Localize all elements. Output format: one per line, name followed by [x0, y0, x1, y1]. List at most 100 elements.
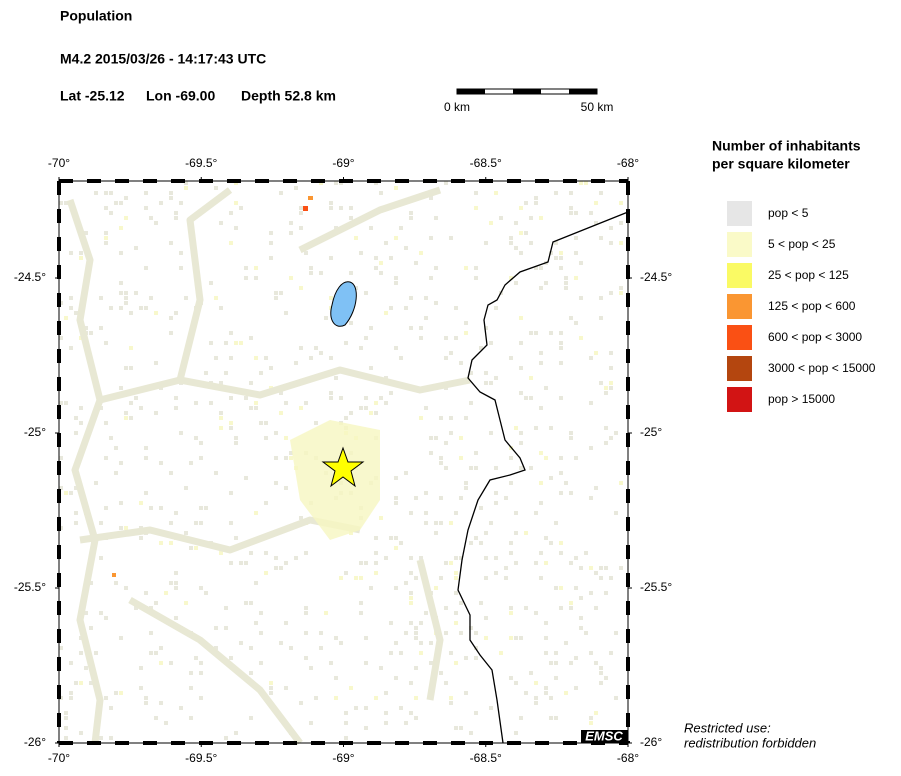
cell [214, 626, 218, 630]
cell [174, 311, 178, 315]
cell [599, 681, 603, 685]
cell [104, 231, 108, 235]
cell [444, 336, 448, 340]
cell [484, 616, 488, 620]
lat-label: -25° [640, 425, 662, 439]
cell [394, 501, 398, 505]
cell [554, 651, 558, 655]
cell [424, 316, 428, 320]
cell [104, 421, 108, 425]
cell [69, 661, 73, 665]
cell [509, 606, 513, 610]
cell [374, 256, 378, 260]
cell [414, 626, 418, 630]
cell [399, 706, 403, 710]
cell [444, 606, 448, 610]
cell [459, 556, 463, 560]
cell [509, 356, 513, 360]
cell [599, 671, 603, 675]
cell [299, 346, 303, 350]
cell [539, 451, 543, 455]
cell [69, 691, 73, 695]
cell [199, 521, 203, 525]
cell [499, 651, 503, 655]
cell [609, 386, 613, 390]
cell [539, 576, 543, 580]
cell [559, 606, 563, 610]
cell [79, 406, 83, 410]
cell [329, 356, 333, 360]
cell [299, 701, 303, 705]
cell [374, 411, 378, 415]
cell [99, 611, 103, 615]
cell [599, 236, 603, 240]
cell [359, 601, 363, 605]
cell [344, 571, 348, 575]
cell [99, 326, 103, 330]
cell [344, 416, 348, 420]
cell [104, 456, 108, 460]
cell [364, 661, 368, 665]
cell [354, 706, 358, 710]
cell [84, 666, 88, 670]
cell [554, 716, 558, 720]
cell [454, 726, 458, 730]
cell [159, 541, 163, 545]
cell [89, 626, 93, 630]
cell [524, 201, 528, 205]
cell [219, 306, 223, 310]
lat-info: Lat -25.12 [60, 88, 125, 104]
cell [174, 406, 178, 410]
cell [349, 411, 353, 415]
cell [429, 451, 433, 455]
lon-label: -69.5° [185, 751, 217, 765]
cell [559, 456, 563, 460]
cell [579, 596, 583, 600]
cell [454, 511, 458, 515]
cell [449, 236, 453, 240]
cell [519, 366, 523, 370]
cell [609, 351, 613, 355]
cell [459, 726, 463, 730]
cell [199, 506, 203, 510]
cell [94, 651, 98, 655]
cell [234, 436, 238, 440]
map: EMSC -70° -70° -69.5° -69.5° -69° -69° -68.5° -… [14, 156, 673, 765]
cell [424, 406, 428, 410]
cell [474, 451, 478, 455]
cell [614, 631, 618, 635]
scale-start: 0 km [444, 100, 470, 114]
cell [479, 346, 483, 350]
cell [304, 611, 308, 615]
cell [179, 431, 183, 435]
cell [129, 401, 133, 405]
cell [529, 216, 533, 220]
cell [319, 271, 323, 275]
cell [389, 256, 393, 260]
lat-label: -24.5° [640, 270, 672, 284]
cell [514, 681, 518, 685]
cell [344, 721, 348, 725]
cell [504, 576, 508, 580]
cell [229, 331, 233, 335]
cell [394, 186, 398, 190]
cell [214, 296, 218, 300]
town [308, 196, 313, 200]
cell [394, 641, 398, 645]
cell [179, 266, 183, 270]
cell [64, 201, 68, 205]
cell [529, 671, 533, 675]
cell [219, 551, 223, 555]
cell [594, 351, 598, 355]
legend-label: 25 < pop < 125 [768, 268, 849, 282]
town [112, 573, 116, 577]
cell [549, 661, 553, 665]
cell [299, 406, 303, 410]
cell [429, 436, 433, 440]
cell [474, 631, 478, 635]
cell [119, 306, 123, 310]
cell [469, 371, 473, 375]
cell [439, 416, 443, 420]
cell [219, 381, 223, 385]
cell [374, 536, 378, 540]
